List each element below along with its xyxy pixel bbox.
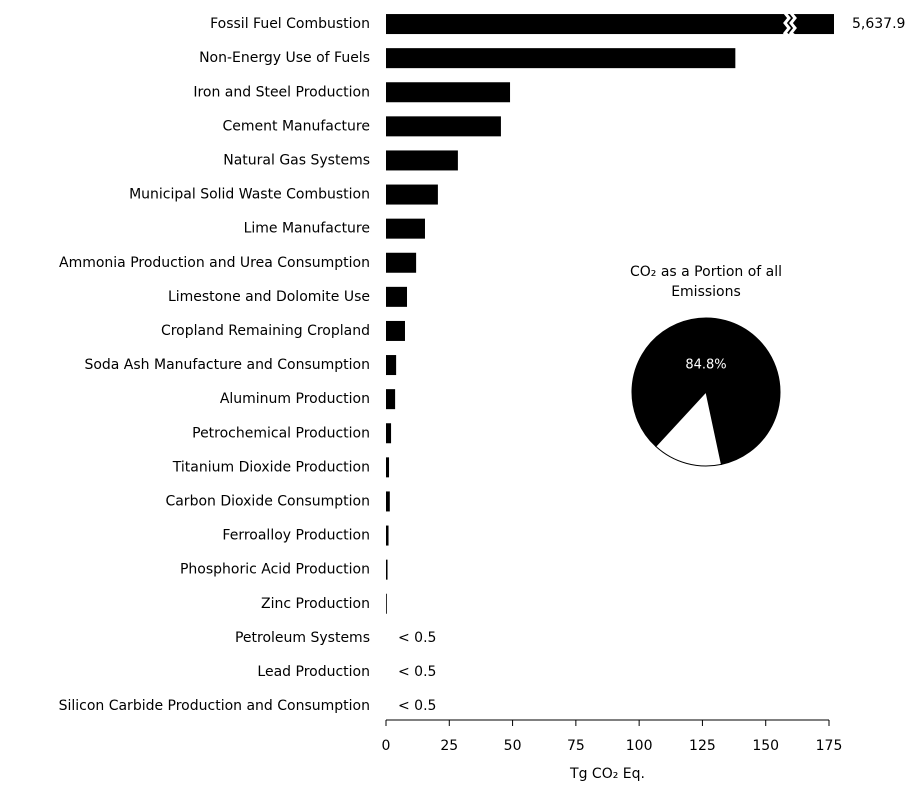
x-tick-label: 125 <box>689 738 716 754</box>
value-label: < 0.5 <box>398 698 436 714</box>
bar <box>386 593 387 614</box>
category-label: Cement Manufacture <box>223 118 371 134</box>
bar <box>386 82 511 103</box>
x-tick-label: 75 <box>567 738 585 754</box>
pie-slice <box>631 317 781 465</box>
category-label: Ammonia Production and Urea Consumption <box>59 255 370 271</box>
bar <box>386 14 834 35</box>
pie-label: 84.8% <box>685 358 726 373</box>
pie-title: CO₂ as a Portion of all Emissions <box>629 264 783 300</box>
bar <box>386 355 397 376</box>
bar <box>386 559 388 580</box>
category-label: Ferroalloy Production <box>222 528 370 544</box>
category-label: Zinc Production <box>261 596 370 612</box>
bar <box>386 457 390 478</box>
category-label: Silicon Carbide Production and Consumpti… <box>59 698 370 714</box>
x-tick-label: 150 <box>752 738 779 754</box>
category-label: Iron and Steel Production <box>193 84 370 100</box>
bar <box>386 116 501 137</box>
x-tick-label: 50 <box>504 738 522 754</box>
x-tick-label: 175 <box>816 738 843 754</box>
category-label: Aluminum Production <box>220 391 370 407</box>
bar <box>386 218 425 239</box>
value-label: 5,637.9 <box>852 16 905 32</box>
bar <box>386 423 392 444</box>
axis-break <box>782 12 797 38</box>
category-label: Limestone and Dolomite Use <box>168 289 370 305</box>
bar <box>386 184 438 205</box>
bar <box>386 252 417 273</box>
x-tick-label: 0 <box>382 738 391 754</box>
pie-slice <box>655 390 723 467</box>
category-label: Natural Gas Systems <box>223 152 370 168</box>
category-label: Soda Ash Manufacture and Consumption <box>84 357 370 373</box>
value-label: < 0.5 <box>398 664 436 680</box>
x-tick-label: 100 <box>626 738 653 754</box>
category-label: Non-Energy Use of Fuels <box>199 50 370 66</box>
category-label: Cropland Remaining Cropland <box>161 323 370 339</box>
category-label: Lead Production <box>257 664 370 680</box>
bar <box>386 491 390 512</box>
bar <box>386 286 408 307</box>
category-label: Titanium Dioxide Production <box>172 459 370 475</box>
bar <box>386 150 458 171</box>
category-label: Carbon Dioxide Consumption <box>165 493 370 509</box>
value-label: < 0.5 <box>398 630 436 646</box>
category-label: Petroleum Systems <box>235 630 370 646</box>
category-label: Petrochemical Production <box>192 425 370 441</box>
category-label: Phosphoric Acid Production <box>180 562 370 578</box>
bar <box>386 48 736 69</box>
category-label: Lime Manufacture <box>244 221 370 237</box>
bar <box>386 525 389 546</box>
category-label: Municipal Solid Waste Combustion <box>129 187 370 203</box>
x-tick-label: 25 <box>440 738 458 754</box>
bar <box>386 389 396 410</box>
bar <box>386 320 405 341</box>
x-axis-label: Tg CO₂ Eq. <box>569 766 645 782</box>
category-label: Fossil Fuel Combustion <box>210 16 370 32</box>
